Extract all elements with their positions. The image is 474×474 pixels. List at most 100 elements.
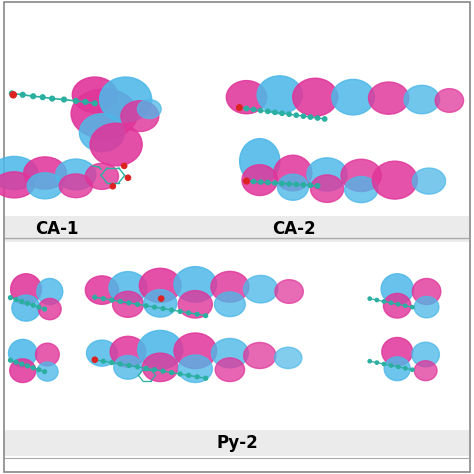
Ellipse shape	[174, 266, 217, 302]
Ellipse shape	[187, 311, 191, 315]
Ellipse shape	[245, 107, 248, 111]
Ellipse shape	[375, 361, 378, 365]
Ellipse shape	[31, 366, 35, 370]
Ellipse shape	[396, 365, 400, 369]
Ellipse shape	[278, 174, 308, 201]
Ellipse shape	[251, 108, 256, 111]
Ellipse shape	[158, 296, 164, 301]
Ellipse shape	[259, 180, 263, 184]
Ellipse shape	[274, 347, 302, 369]
Ellipse shape	[275, 280, 303, 303]
Ellipse shape	[90, 123, 142, 166]
Ellipse shape	[187, 374, 191, 377]
Ellipse shape	[332, 79, 374, 115]
Ellipse shape	[43, 307, 46, 311]
Ellipse shape	[410, 368, 414, 372]
Ellipse shape	[382, 363, 385, 366]
Ellipse shape	[244, 275, 278, 303]
Ellipse shape	[265, 181, 270, 185]
Ellipse shape	[10, 274, 42, 305]
Ellipse shape	[237, 106, 241, 110]
Ellipse shape	[114, 356, 142, 379]
Ellipse shape	[10, 91, 16, 98]
Ellipse shape	[86, 340, 117, 366]
Ellipse shape	[273, 181, 277, 185]
Ellipse shape	[245, 179, 248, 183]
Ellipse shape	[227, 81, 266, 114]
Ellipse shape	[239, 138, 280, 183]
Ellipse shape	[301, 183, 305, 187]
Ellipse shape	[31, 303, 35, 307]
Ellipse shape	[178, 355, 212, 383]
Ellipse shape	[110, 337, 146, 367]
Ellipse shape	[382, 300, 385, 303]
Ellipse shape	[43, 370, 46, 374]
Ellipse shape	[170, 308, 173, 312]
Ellipse shape	[215, 358, 245, 382]
Ellipse shape	[73, 99, 78, 103]
Ellipse shape	[9, 359, 36, 383]
Ellipse shape	[100, 77, 152, 122]
Ellipse shape	[403, 367, 407, 370]
Ellipse shape	[390, 364, 392, 367]
Ellipse shape	[83, 100, 88, 104]
Ellipse shape	[26, 301, 29, 305]
Ellipse shape	[287, 112, 291, 116]
Ellipse shape	[384, 357, 410, 381]
Ellipse shape	[382, 337, 412, 366]
Ellipse shape	[368, 297, 372, 301]
Ellipse shape	[211, 271, 249, 302]
Ellipse shape	[101, 297, 105, 301]
Text: Py-2: Py-2	[216, 434, 258, 452]
Ellipse shape	[110, 361, 114, 365]
Ellipse shape	[109, 272, 147, 304]
Ellipse shape	[137, 100, 161, 118]
Ellipse shape	[37, 362, 58, 381]
Text: CA-2: CA-2	[272, 220, 316, 237]
Ellipse shape	[195, 312, 199, 316]
Ellipse shape	[214, 292, 246, 317]
Ellipse shape	[293, 78, 337, 116]
Ellipse shape	[26, 364, 29, 368]
Ellipse shape	[414, 361, 437, 381]
Ellipse shape	[72, 77, 118, 112]
Ellipse shape	[101, 359, 105, 363]
Ellipse shape	[161, 369, 165, 373]
Text: CA-1: CA-1	[35, 220, 79, 237]
Ellipse shape	[403, 304, 407, 308]
Ellipse shape	[85, 276, 118, 304]
Ellipse shape	[412, 279, 441, 305]
Ellipse shape	[178, 291, 212, 318]
Ellipse shape	[345, 177, 378, 203]
Ellipse shape	[121, 163, 127, 169]
Ellipse shape	[237, 105, 242, 110]
Ellipse shape	[38, 299, 61, 319]
Ellipse shape	[56, 159, 96, 190]
Ellipse shape	[307, 158, 347, 191]
Ellipse shape	[257, 76, 302, 114]
Ellipse shape	[381, 274, 413, 305]
Ellipse shape	[316, 116, 319, 120]
Ellipse shape	[322, 117, 327, 121]
Ellipse shape	[121, 101, 159, 131]
Ellipse shape	[24, 157, 66, 189]
Ellipse shape	[36, 279, 63, 305]
Ellipse shape	[0, 172, 34, 198]
Ellipse shape	[93, 358, 97, 362]
FancyBboxPatch shape	[5, 430, 469, 456]
Ellipse shape	[308, 115, 313, 119]
Ellipse shape	[37, 368, 41, 372]
FancyBboxPatch shape	[4, 2, 470, 472]
Ellipse shape	[144, 304, 148, 308]
Ellipse shape	[20, 92, 25, 97]
Ellipse shape	[31, 94, 36, 99]
Ellipse shape	[144, 290, 177, 317]
FancyBboxPatch shape	[5, 216, 469, 242]
Ellipse shape	[9, 91, 14, 96]
Ellipse shape	[62, 97, 66, 102]
Ellipse shape	[242, 165, 277, 195]
Ellipse shape	[211, 338, 248, 368]
Ellipse shape	[174, 333, 217, 369]
Ellipse shape	[412, 342, 439, 367]
Ellipse shape	[9, 358, 12, 362]
